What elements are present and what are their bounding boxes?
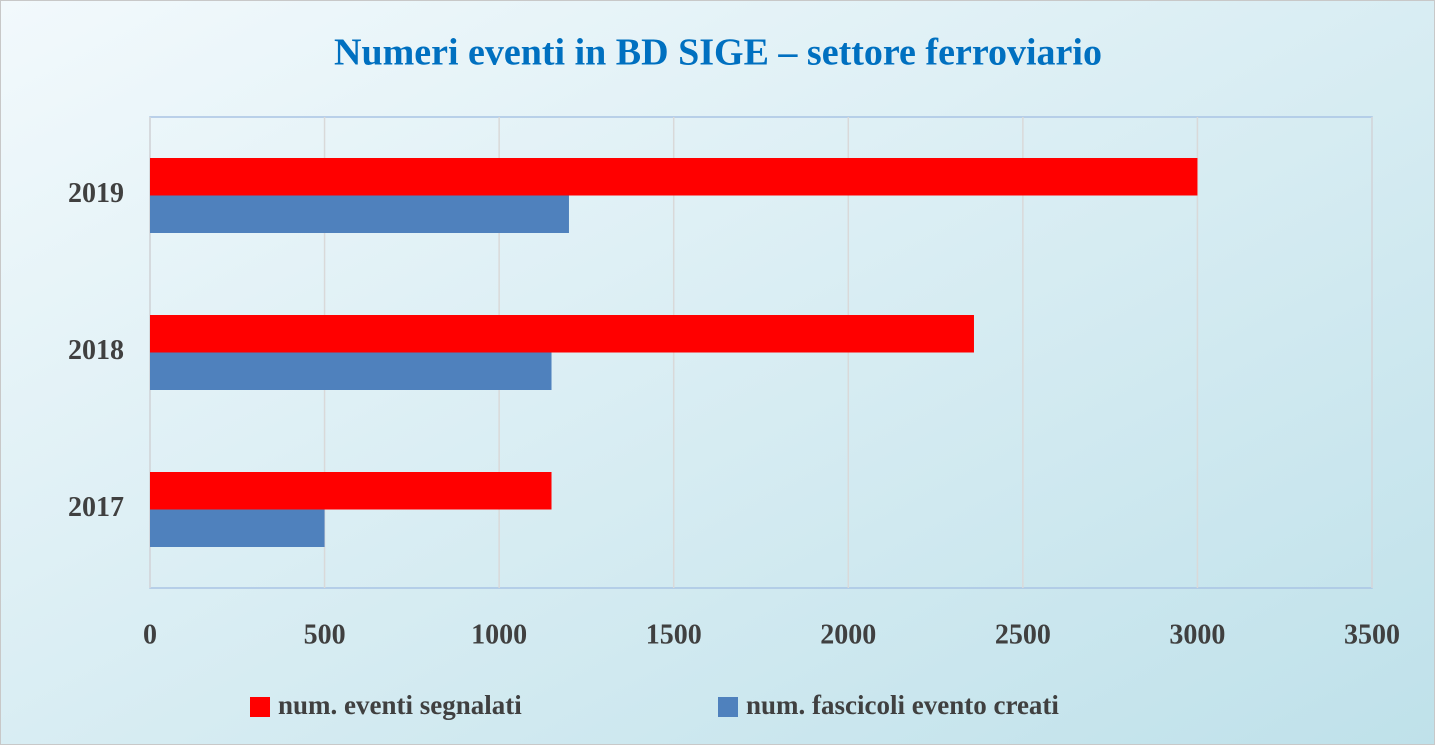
x-tick-label: 0 xyxy=(143,619,157,650)
legend-label: num. fascicoli evento creati xyxy=(746,690,1059,720)
chart-title: Numeri eventi in BD SIGE – settore ferro… xyxy=(334,32,1102,74)
x-tick-label: 2000 xyxy=(820,619,876,650)
y-tick-label: 2019 xyxy=(68,178,124,209)
x-tick-label: 1500 xyxy=(646,619,702,650)
bar xyxy=(150,509,325,547)
bar xyxy=(150,158,1198,196)
x-tick-label: 2500 xyxy=(995,619,1051,650)
bar xyxy=(150,352,552,390)
legend-label: num. eventi segnalati xyxy=(278,690,522,720)
x-tick-label: 3000 xyxy=(1169,619,1225,650)
y-tick-label: 2017 xyxy=(68,492,124,523)
x-tick-label: 3500 xyxy=(1344,619,1400,650)
x-tick-label: 500 xyxy=(304,619,346,650)
x-tick-label: 1000 xyxy=(471,619,527,650)
bar xyxy=(150,315,974,353)
legend-swatch xyxy=(718,697,738,717)
bar xyxy=(150,195,569,233)
bar xyxy=(150,472,552,510)
legend-swatch xyxy=(250,697,270,717)
y-tick-label: 2018 xyxy=(68,335,124,366)
